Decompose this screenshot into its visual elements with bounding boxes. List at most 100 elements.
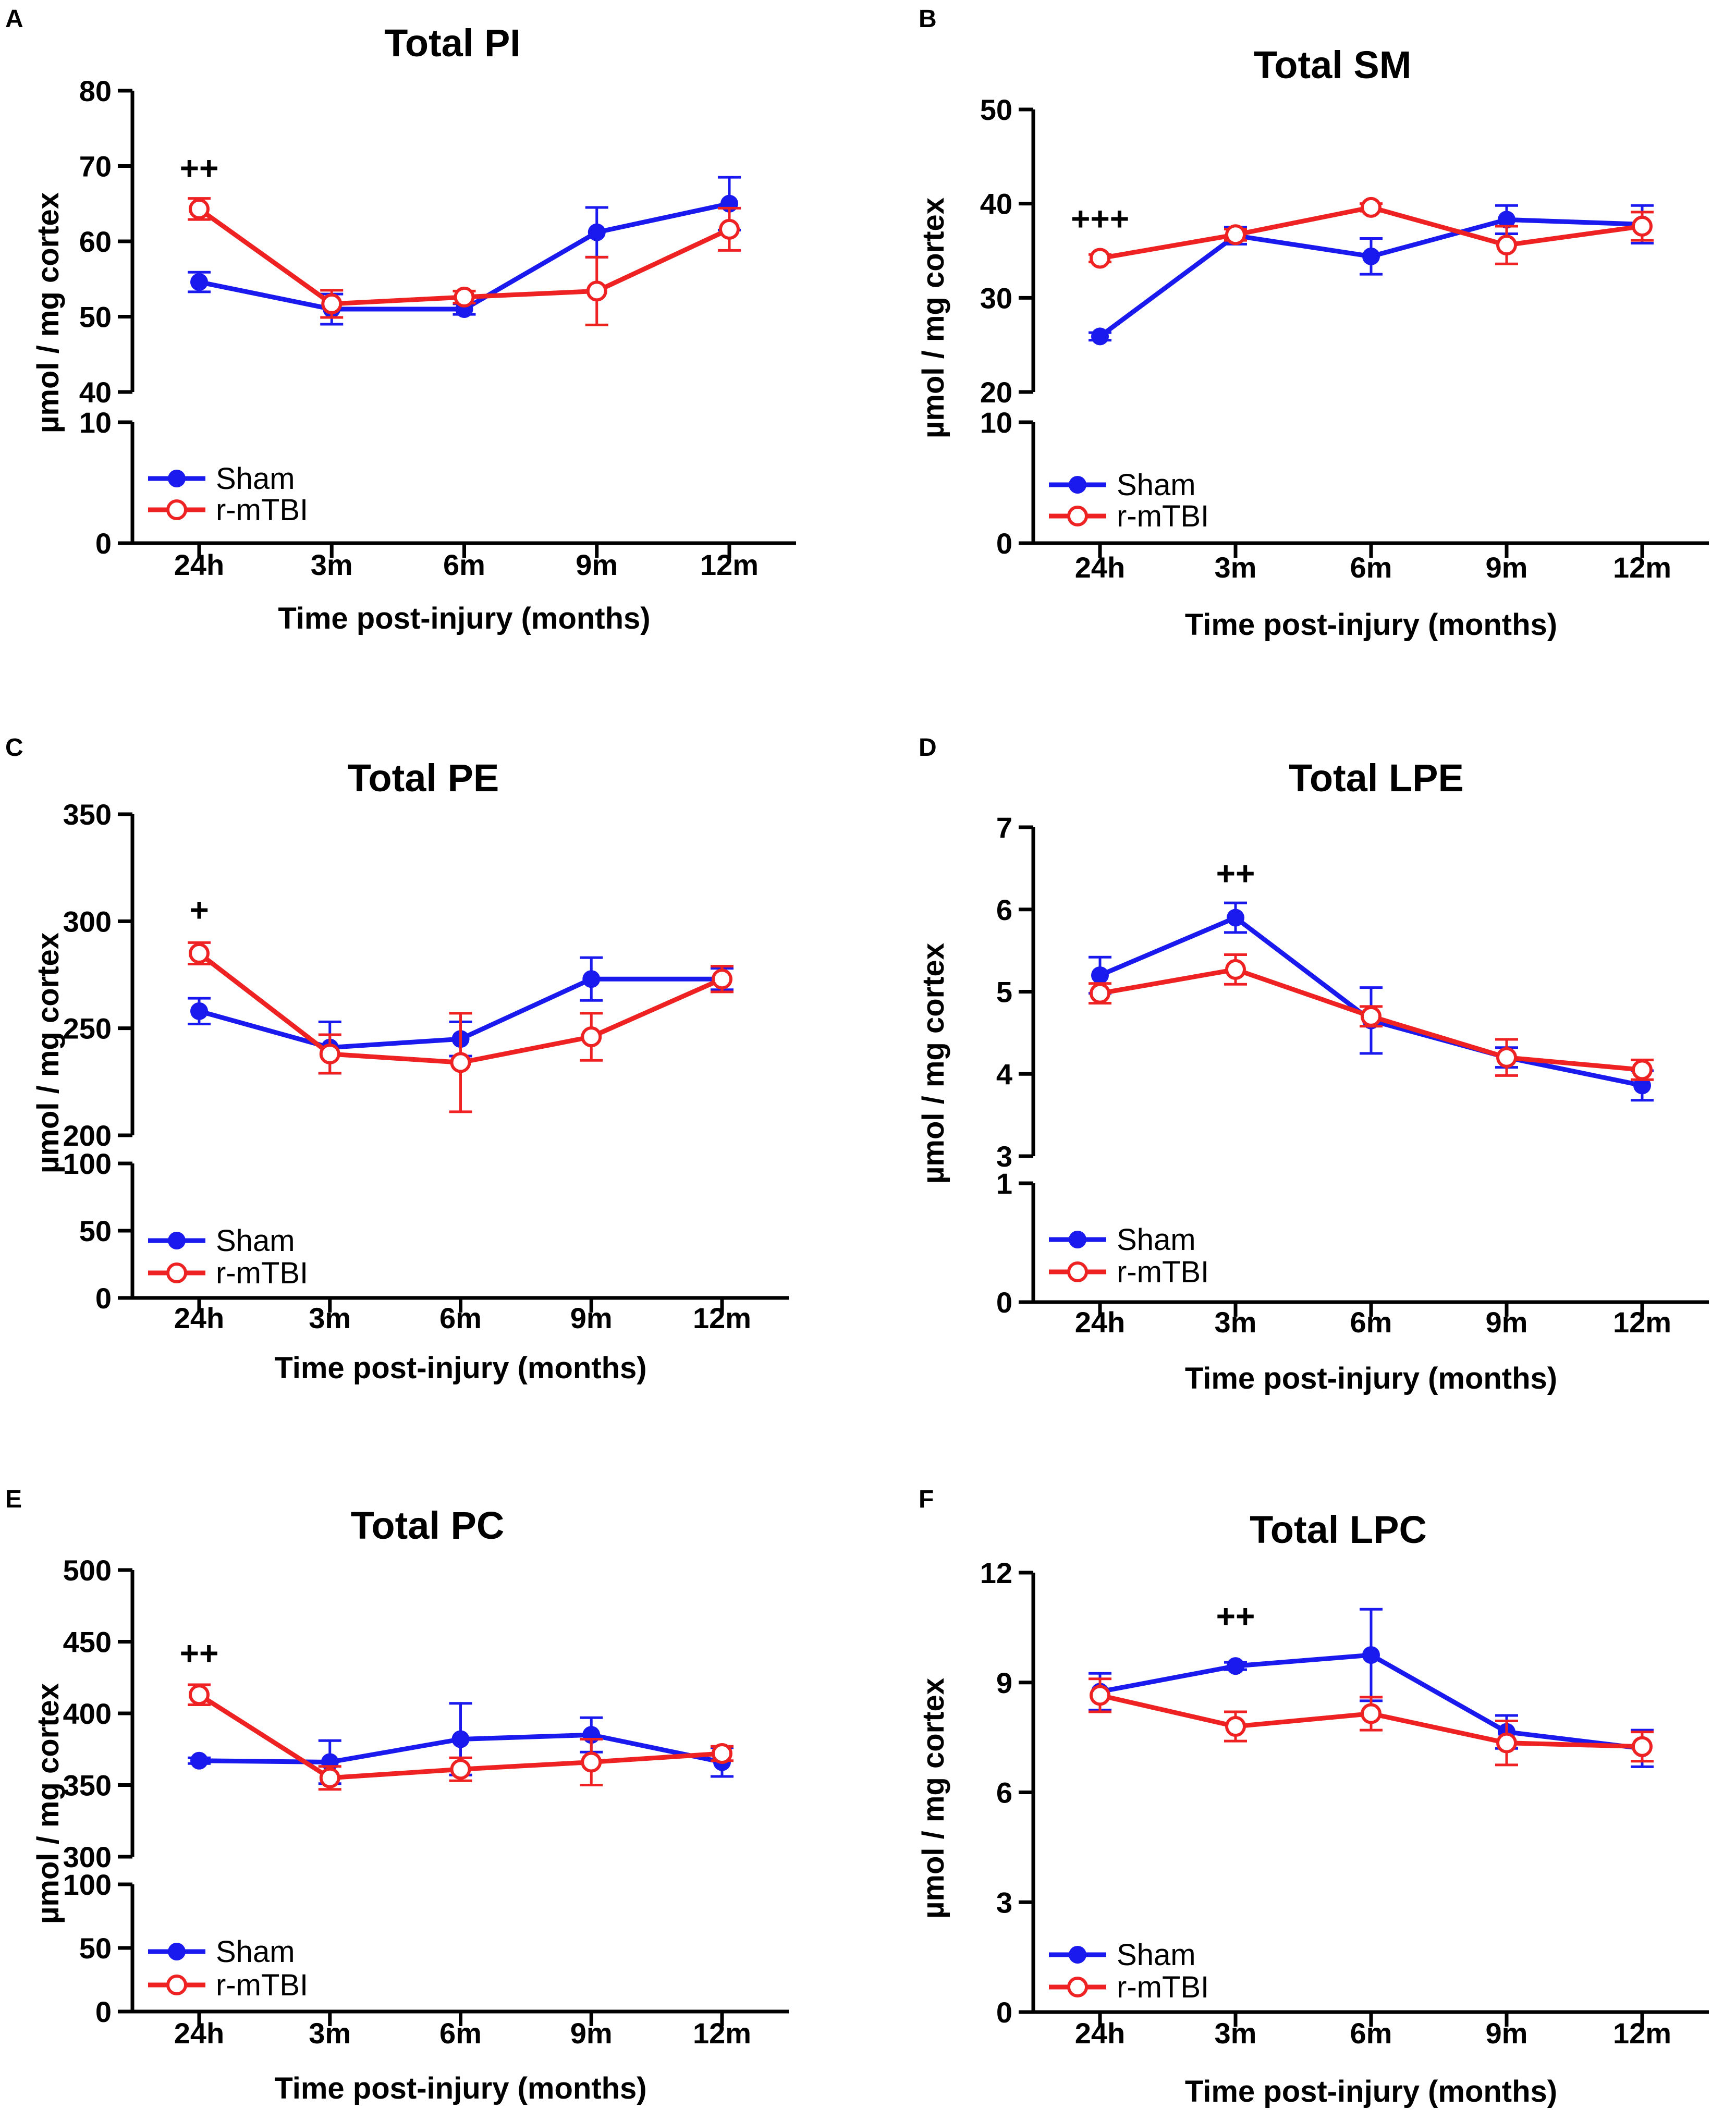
panel-b: B Total SM 20 30 40 50 0 10 24h 3m 6m 9m 12m Time pos… (916, 5, 1709, 642)
x-tick-label: 24h (174, 1302, 225, 1334)
y-tick-label: 1 (996, 1167, 1012, 1200)
legend-marker (166, 499, 187, 520)
y-tick-label: 80 (79, 75, 112, 107)
x-tick-label: 3m (309, 1302, 351, 1334)
data-point (1361, 1006, 1382, 1027)
x-tick-label: 9m (576, 548, 618, 581)
y-tick-label: 350 (63, 1769, 112, 1802)
x-axis-label: Time post-injury (months) (1185, 1362, 1557, 1395)
data-point (1496, 1047, 1517, 1068)
data-point (1633, 1076, 1651, 1095)
y-tick-label: 100 (63, 1147, 112, 1180)
legend-label: r-mTBI (216, 1256, 308, 1290)
y-axis-label: µmol / mg cortex (916, 198, 950, 438)
data-point (450, 1052, 471, 1073)
y-tick-label: 10 (980, 406, 1012, 439)
legend-marker (1069, 476, 1086, 494)
data-point (1090, 248, 1110, 269)
data-point (190, 1751, 208, 1770)
y-tick-label: 9 (996, 1666, 1012, 1699)
y-tick-label: 50 (79, 301, 112, 334)
y-tick-label: 0 (996, 1996, 1012, 2029)
y-tick-label: 50 (980, 93, 1012, 126)
x-axis-label: Time post-injury (months) (274, 1351, 646, 1385)
y-tick-label: 3 (996, 1140, 1012, 1173)
legend-label: r-mTBI (1117, 1255, 1209, 1289)
chart-title: Total SM (1254, 43, 1412, 87)
panel-label: A (5, 5, 23, 33)
legend-marker (166, 1975, 187, 1995)
legend-marker (166, 1262, 187, 1283)
y-tick-label: 0 (996, 1286, 1012, 1319)
x-tick-label: 9m (570, 2017, 613, 2050)
x-tick-label: 12m (693, 1302, 751, 1334)
y-tick-label: 7 (996, 811, 1012, 844)
x-tick-label: 12m (700, 548, 759, 581)
x-tick-label: 9m (1486, 551, 1528, 584)
legend-label: Sham (1117, 1223, 1196, 1257)
x-tick-label: 12m (693, 2017, 751, 2050)
significance-mark: ++ (180, 1635, 219, 1672)
y-axis-label: µmol / mg cortex (31, 192, 65, 433)
panel-a: A Total PI 40 50 60 70 80 0 10 24h 3m 6m 9m 12m Time p… (5, 5, 796, 635)
y-tick-label: 400 (63, 1697, 112, 1730)
x-tick-label: 6m (439, 2017, 482, 2050)
y-tick-label: 40 (79, 376, 112, 409)
x-tick-label: 3m (311, 548, 353, 581)
panel-label: D (919, 734, 937, 762)
data-point (1227, 1657, 1244, 1675)
legend-marker (1067, 1977, 1088, 1997)
data-point (190, 1002, 208, 1020)
x-tick-label: 3m (1215, 551, 1257, 584)
y-tick-label: 30 (980, 281, 1012, 314)
y-tick-label: 3 (996, 1886, 1012, 1919)
chart-title: Total PI (384, 21, 521, 65)
data-point (1225, 959, 1246, 980)
data-point (1361, 1703, 1382, 1724)
x-tick-label: 3m (1215, 2017, 1257, 2050)
data-point (189, 942, 210, 964)
panel-label: C (5, 734, 23, 762)
data-point (712, 1743, 732, 1764)
chart-title: Total PE (348, 756, 499, 800)
significance-mark: ++ (180, 150, 219, 187)
significance-mark: +++ (1071, 200, 1129, 237)
y-tick-label: 50 (79, 1215, 112, 1247)
data-point (1090, 1685, 1110, 1706)
x-tick-label: 9m (570, 1302, 613, 1334)
y-tick-label: 20 (980, 376, 1012, 409)
x-tick-label: 6m (439, 1302, 482, 1334)
data-point (189, 198, 210, 219)
data-point (1632, 216, 1653, 237)
legend-marker (168, 470, 186, 487)
y-tick-label: 12 (980, 1556, 1012, 1589)
legend-label: r-mTBI (1117, 499, 1209, 533)
panel-label: E (5, 1486, 22, 1513)
series-r-mtbi (1089, 197, 1654, 269)
x-tick-label: 24h (174, 548, 225, 581)
legend-marker (168, 1232, 186, 1249)
data-point (1496, 235, 1517, 256)
series-sham (1089, 901, 1654, 1102)
data-point (581, 1026, 602, 1048)
x-tick-label: 9m (1486, 1306, 1528, 1339)
chart-title: Total LPC (1250, 1508, 1427, 1551)
data-point (454, 286, 475, 308)
y-tick-label: 350 (63, 798, 112, 831)
x-tick-label: 24h (1075, 1306, 1126, 1339)
legend-label: Sham (216, 1935, 295, 1969)
data-point (321, 293, 343, 314)
significance-mark: + (189, 891, 209, 928)
legend-label: r-mTBI (1117, 1970, 1209, 2004)
legend-marker (168, 1943, 186, 1960)
x-tick-label: 12m (1613, 551, 1671, 584)
y-tick-label: 70 (79, 150, 112, 183)
y-tick-label: 0 (95, 1282, 112, 1315)
data-point (1632, 1059, 1653, 1081)
series-r-mtbi (188, 197, 741, 326)
y-axis-label: µmol / mg cortex (916, 1678, 950, 1919)
